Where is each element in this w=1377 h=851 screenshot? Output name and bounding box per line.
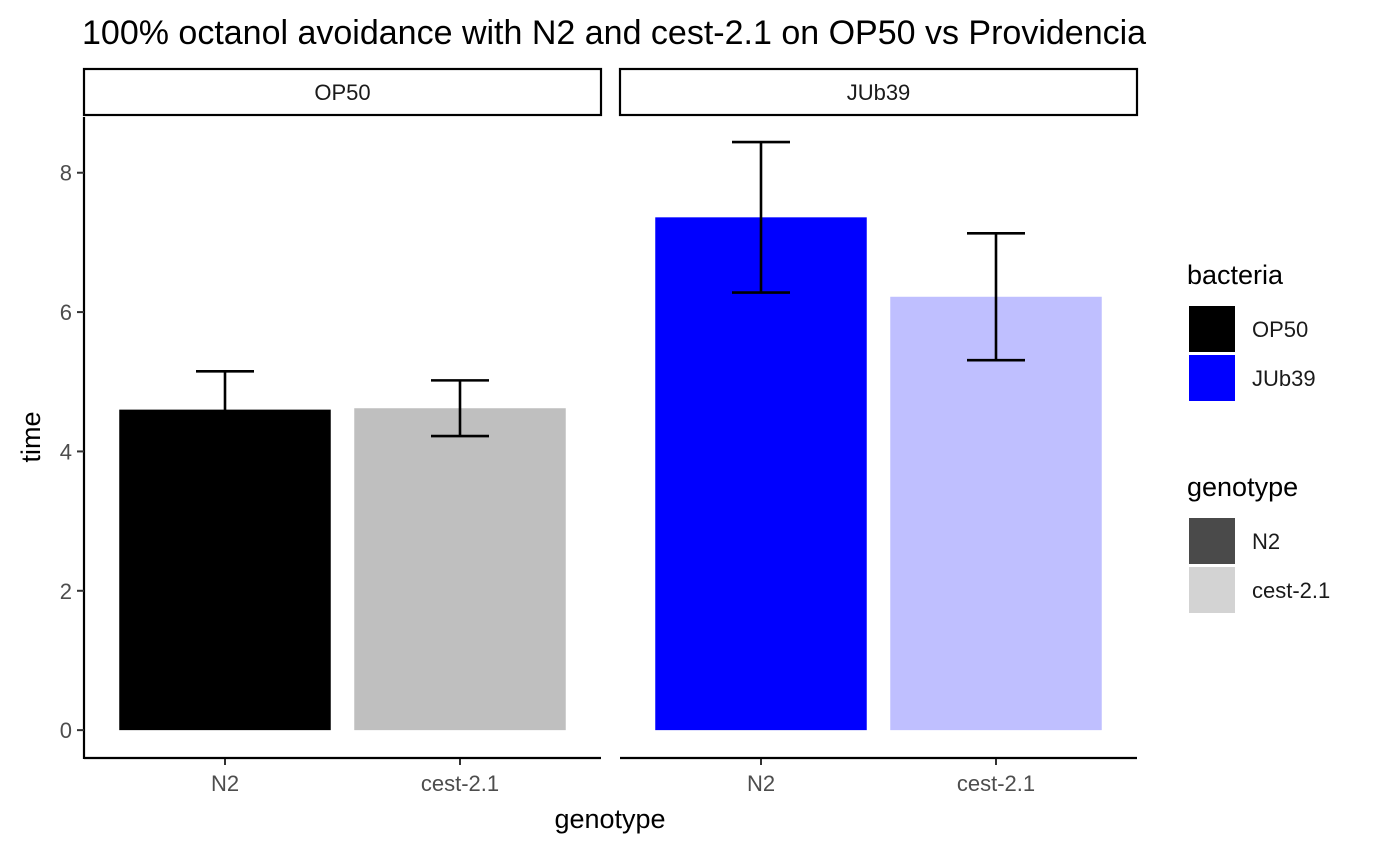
legend: genotype N2 cest-2.1 bbox=[1187, 472, 1330, 613]
bar bbox=[890, 296, 1102, 731]
facet-strip-box bbox=[82, 67, 603, 117]
y-tick-label: 2 bbox=[60, 579, 72, 604]
legend-label: cest-2.1 bbox=[1252, 578, 1330, 603]
x-tick-label: cest-2.1 bbox=[421, 771, 499, 796]
x-tick-label: N2 bbox=[211, 771, 239, 796]
chart-title: 100% octanol avoidance with N2 and cest-… bbox=[82, 14, 1146, 52]
y-tick-label: 4 bbox=[60, 439, 72, 464]
legends: bacteria OP50 JUb39 genotype N2 cest-2.1 bbox=[1187, 260, 1330, 613]
y-axis-title: time bbox=[16, 411, 46, 462]
legend-key bbox=[1189, 306, 1235, 352]
legend: bacteria OP50 JUb39 bbox=[1187, 260, 1316, 401]
error-bar bbox=[732, 140, 790, 294]
error-bar bbox=[196, 370, 254, 450]
y-tick-label: 6 bbox=[60, 300, 72, 325]
bar bbox=[655, 217, 867, 731]
bar bbox=[354, 408, 566, 731]
error-bar bbox=[967, 232, 1025, 362]
x-axis-title: genotype bbox=[554, 804, 665, 834]
legend-title: genotype bbox=[1187, 472, 1298, 502]
legend-key bbox=[1189, 355, 1235, 401]
x-tick-label: N2 bbox=[747, 771, 775, 796]
facet-strip: JUb39 bbox=[618, 67, 1139, 117]
facet-strip-label: JUb39 bbox=[847, 80, 911, 105]
y-tick-label: 8 bbox=[60, 161, 72, 186]
error-bar bbox=[431, 379, 489, 438]
facet-strip-box bbox=[618, 67, 1139, 117]
legend-label: N2 bbox=[1252, 529, 1280, 554]
legend-key bbox=[1189, 518, 1235, 564]
x-tick-label: cest-2.1 bbox=[957, 771, 1035, 796]
legend-label: JUb39 bbox=[1252, 366, 1316, 391]
legend-label: OP50 bbox=[1252, 317, 1308, 342]
legend-title: bacteria bbox=[1187, 260, 1284, 290]
facet-strip-label: OP50 bbox=[314, 80, 370, 105]
panels: OP50 N2 cest-2.1 JUb39 N2 cest-2.1 0 2 4 6 8 bbox=[60, 67, 1139, 796]
y-tick-label: 0 bbox=[60, 718, 72, 743]
legend-key bbox=[1189, 567, 1235, 613]
facet-strip: OP50 bbox=[82, 67, 603, 117]
bar bbox=[119, 409, 331, 731]
